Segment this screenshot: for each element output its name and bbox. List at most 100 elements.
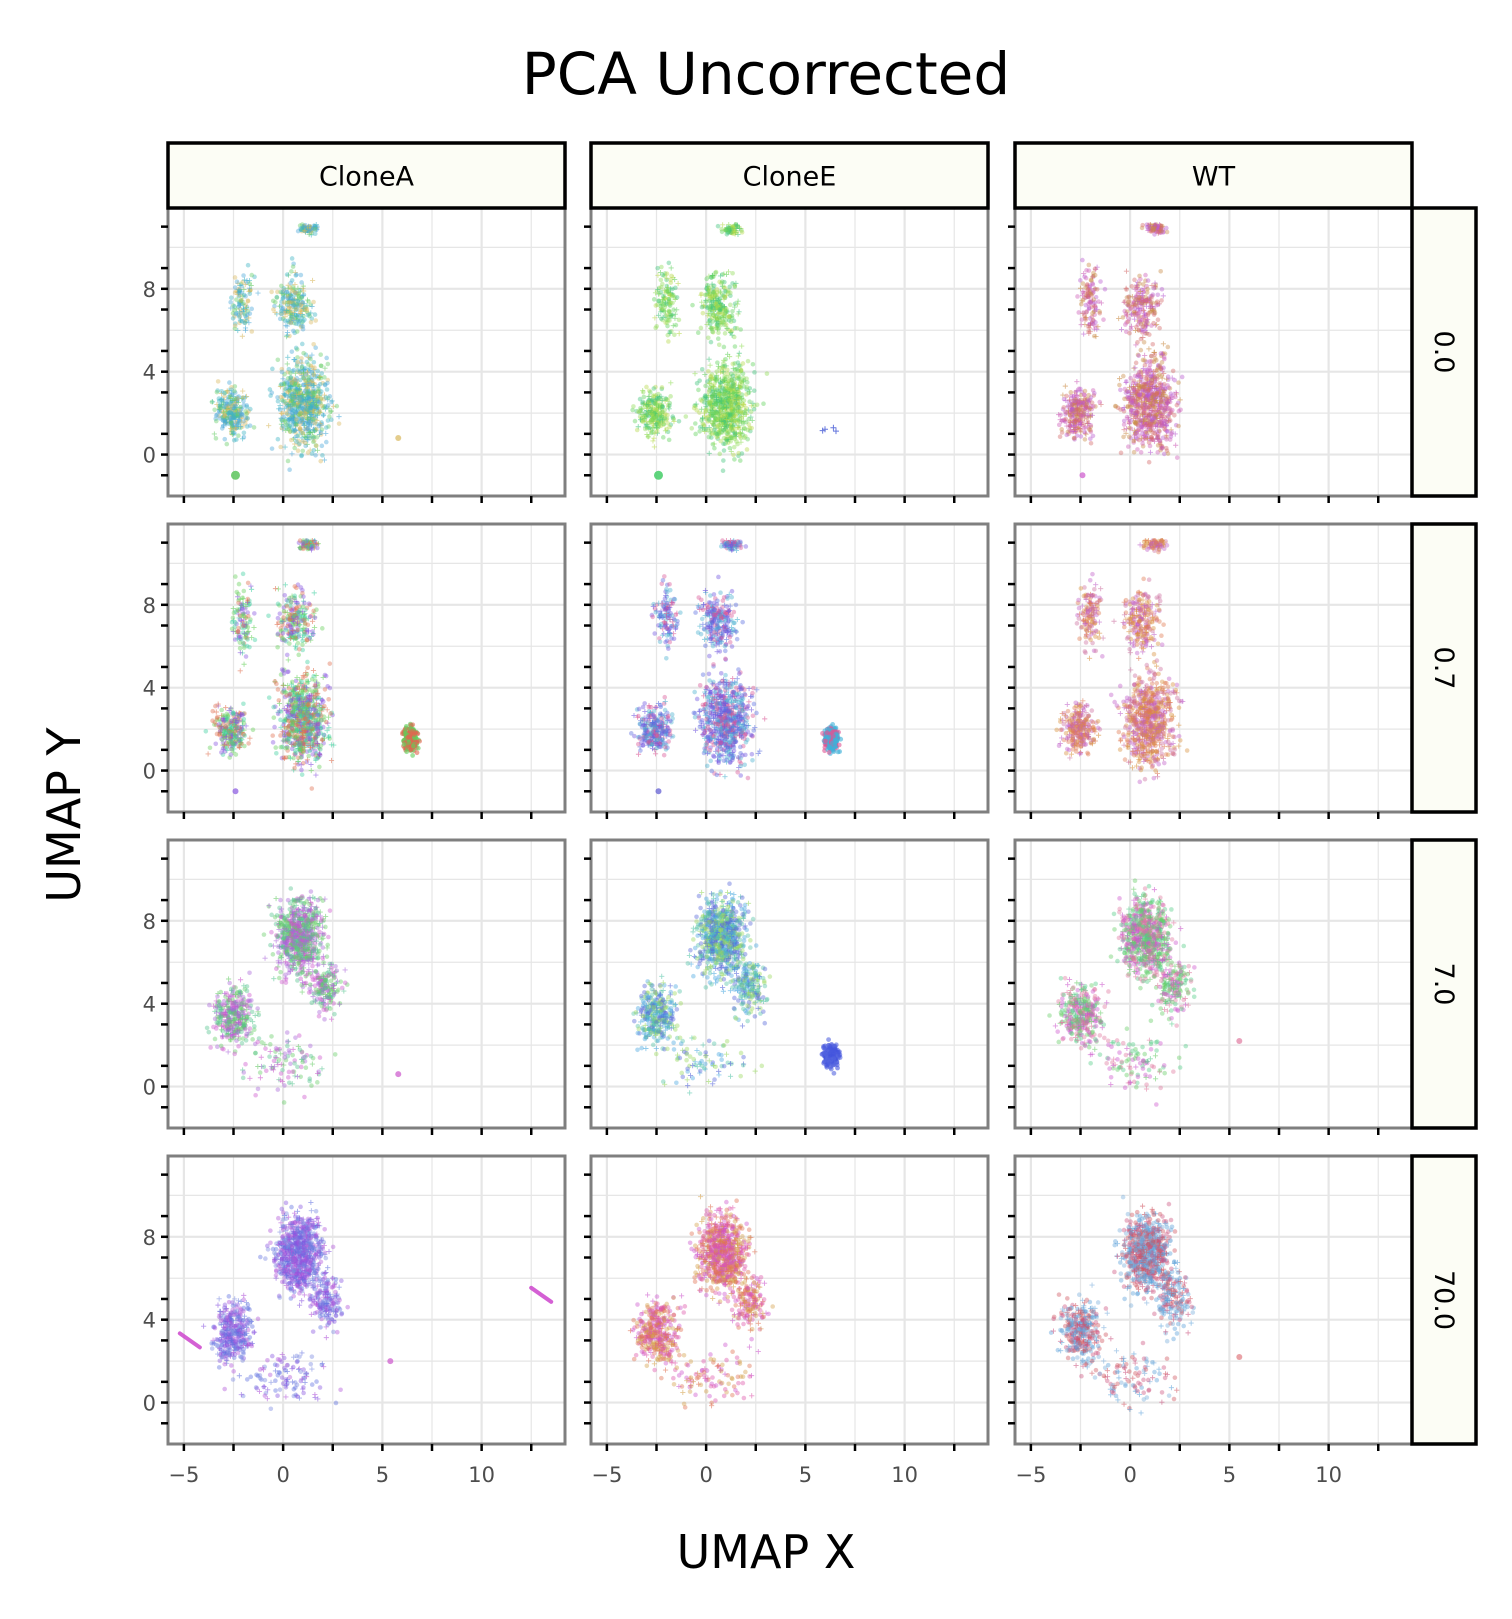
data-point [288,395,294,401]
data-point [293,345,299,351]
data-point [708,399,714,404]
data-point [734,301,741,307]
data-point [1088,395,1094,400]
data-point [1091,393,1097,398]
data-point [218,402,225,408]
data-point [667,424,672,430]
data-point [1139,370,1144,376]
data-point [292,304,298,310]
data-point [1136,353,1142,358]
data-point [1063,419,1068,425]
data-point [1135,423,1141,429]
data-point [305,354,311,360]
data-point [297,406,303,411]
data-point [288,385,293,391]
data-point [1147,436,1153,442]
data-point [282,318,288,323]
data-point [1155,419,1161,425]
data-point [1159,445,1164,451]
data-point [1088,298,1094,303]
data-point [652,401,658,406]
data-point [707,307,713,313]
data-point [308,391,313,397]
data-point [739,343,745,349]
data-point [651,297,657,302]
data-point [718,303,724,309]
data-point [269,446,275,451]
data-point [1092,300,1098,305]
data-point [713,409,719,415]
data-point [1134,324,1139,330]
data-point [671,307,676,313]
data-point [742,435,747,441]
data-point [232,637,238,642]
data-point [644,431,650,438]
data-point [305,659,310,665]
data-point [719,292,725,298]
data-point [707,408,712,414]
data-point [706,273,712,279]
data-point [1154,299,1160,304]
data-point [721,392,727,397]
data-point [709,407,715,413]
data-point [721,293,726,298]
data-point [732,325,738,331]
data-point [1136,383,1142,389]
data-point [654,395,660,401]
data-point [1135,396,1141,402]
x-axis-title: UMAP X [677,1525,856,1579]
data-point [722,374,727,379]
data-point [1092,272,1098,278]
data-point [1090,433,1096,439]
data-point [294,419,300,425]
data-point [213,741,219,747]
data-point [299,767,304,773]
data-point [313,453,318,458]
data-point [228,410,233,416]
data-point [715,375,721,381]
data-point [1092,312,1097,318]
data-point [1133,419,1138,425]
data-point [220,403,225,409]
data-point [1148,293,1154,299]
data-point [318,396,324,402]
data-point [675,280,681,287]
data-point [723,416,729,423]
data-point [220,417,226,423]
data-point [716,392,723,398]
data-point [718,421,724,427]
data-point [1158,447,1163,453]
data-point [700,416,706,422]
data-point [314,434,320,440]
data-point [325,397,331,403]
data-point [664,320,670,325]
data-point [293,409,299,415]
data-point [703,416,708,422]
data-point [295,298,301,304]
data-point [652,415,658,421]
data-point [734,392,741,398]
data-point [711,312,716,318]
data-point [1085,396,1090,402]
data-point [717,273,724,279]
data-point [282,592,288,598]
data-point [244,416,250,421]
data-point [232,403,238,409]
data-point [236,288,242,294]
data-point [660,314,666,320]
data-point [658,412,664,418]
data-point [649,404,655,410]
data-point [727,318,732,323]
data-point [1095,324,1101,330]
data-point [726,433,732,439]
data-point [701,427,707,432]
data-point [672,332,677,338]
data-point [311,439,316,445]
data-point [247,291,253,297]
data-point [669,273,674,279]
data-point [751,388,757,393]
data-point [720,314,726,321]
data-point [720,385,725,391]
data-point [699,366,705,372]
data-point [714,316,720,321]
